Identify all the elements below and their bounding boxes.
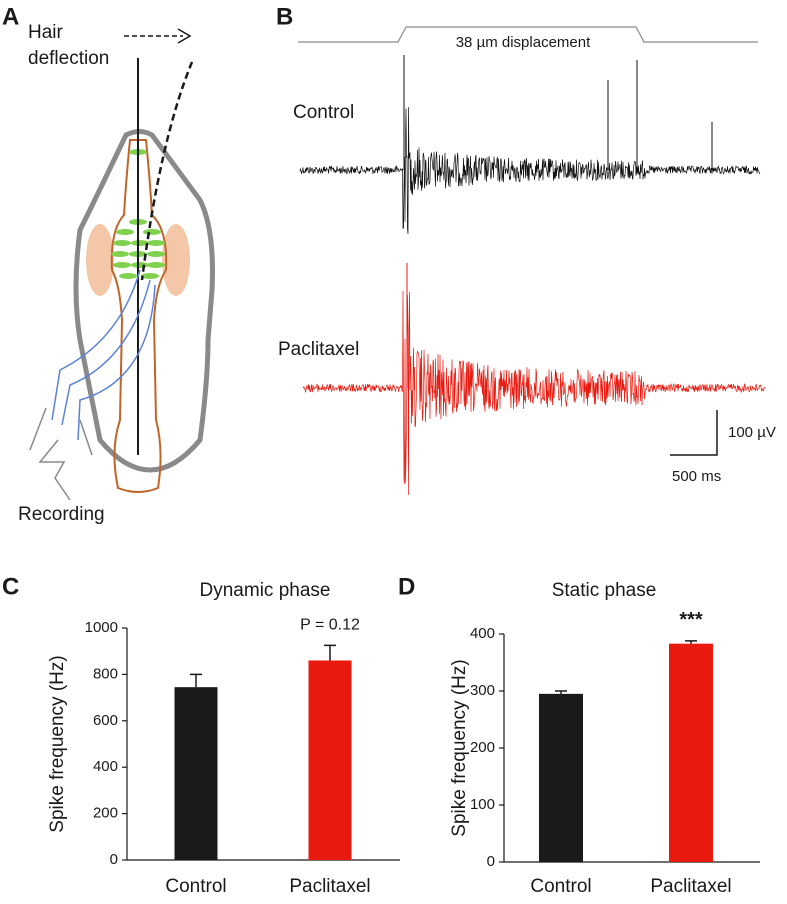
x-tick-label: Control — [530, 876, 591, 897]
bar — [174, 687, 218, 860]
sensillum-outline — [73, 129, 215, 473]
chart-title: Dynamic phase — [200, 580, 331, 601]
axons — [51, 269, 156, 441]
y-tick-label: 200 — [93, 805, 118, 822]
error-bar — [190, 673, 202, 688]
dendrite-endings — [111, 149, 165, 279]
sensillum-diagram: Hair deflection Recording — [18, 22, 215, 525]
arrow-head — [177, 28, 192, 44]
neuron — [110, 139, 168, 493]
y-axis-label: Spike frequency (Hz) — [449, 659, 470, 836]
y-tick-label: 0 — [110, 851, 118, 868]
error-bar — [685, 640, 697, 644]
error-bar — [324, 644, 336, 661]
recording-trace — [299, 107, 761, 234]
panel-label: C — [2, 573, 19, 600]
trace-label: Paclitaxel — [278, 339, 359, 360]
y-tick-label: 200 — [470, 739, 495, 756]
hair-label: deflection — [28, 48, 109, 69]
electrodes — [29, 407, 93, 501]
stimulus-label: 38 µm displacement — [456, 34, 591, 51]
recordings: 38 µm displacement Control Paclitaxel 10… — [278, 26, 776, 496]
y-tick-label: 600 — [93, 712, 118, 729]
hair-label: Hair — [28, 22, 64, 43]
y-tick-label: 100 — [470, 796, 495, 813]
panel-label: D — [398, 573, 415, 600]
deflected-hair — [140, 61, 194, 281]
recording-label: Recording — [18, 504, 105, 525]
bar — [308, 660, 352, 860]
trace-label: Control — [293, 102, 354, 123]
y-tick-label: 800 — [93, 665, 118, 682]
panel-label: B — [276, 3, 293, 30]
y-axis-label: Spike frequency (Hz) — [47, 655, 68, 832]
error-bar — [555, 690, 567, 694]
annotation: P = 0.12 — [300, 617, 360, 634]
y-tick-label: 300 — [470, 682, 495, 699]
stimulus-trace — [298, 26, 758, 43]
x-tick-label: Paclitaxel — [650, 876, 731, 897]
y-tick-label: 1000 — [85, 619, 118, 636]
bar — [669, 643, 713, 862]
annotation: *** — [679, 609, 703, 631]
scale-bar — [670, 410, 718, 456]
y-tick-label: 400 — [470, 625, 495, 642]
x-tick-label: Control — [165, 876, 226, 897]
x-tick-label: Paclitaxel — [289, 876, 370, 897]
recording-trace — [302, 290, 766, 496]
chart-title: Static phase — [552, 580, 657, 601]
scale-label: 500 ms — [672, 468, 721, 485]
y-tick-label: 400 — [93, 758, 118, 775]
y-tick-label: 0 — [487, 853, 495, 870]
cell — [86, 224, 114, 296]
cell — [162, 224, 190, 296]
scale-label: 100 µV — [728, 424, 776, 441]
panel-label: A — [2, 3, 19, 30]
bar — [539, 693, 583, 862]
